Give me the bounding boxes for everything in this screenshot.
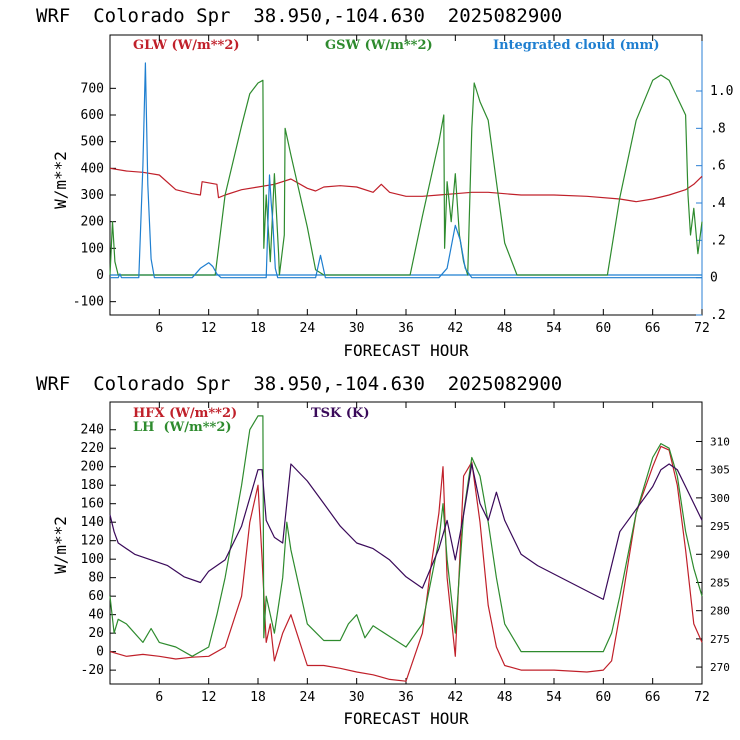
y-tick-label: 700 bbox=[81, 81, 104, 96]
x-tick-label: 60 bbox=[596, 321, 612, 336]
chart-title: WRF Colorado Spr 38.950,-104.630 2025082… bbox=[36, 373, 562, 395]
legend-item-cloud: Integrated cloud (mm) bbox=[493, 38, 659, 53]
x-axis-label: FORECAST HOUR bbox=[343, 341, 469, 360]
y-tick-label: -100 bbox=[73, 295, 104, 310]
x-tick-label: 30 bbox=[349, 321, 365, 336]
y2-tick-label: .2 bbox=[710, 233, 726, 248]
x-tick-label: 36 bbox=[398, 321, 414, 336]
y2-tick-label: 280 bbox=[710, 605, 730, 618]
plot-area: 6 12 18 24 30 36 42 48 54 60 66 72 -100 0 100 200 300 400… bbox=[73, 35, 733, 336]
x-tick-label: 72 bbox=[694, 321, 710, 336]
legend-item-gsw: GSW (W/m**2) bbox=[325, 38, 433, 53]
y-tick-label: 20 bbox=[88, 626, 104, 641]
x-tick-label: 54 bbox=[546, 690, 562, 705]
y-tick-label: 100 bbox=[81, 241, 104, 256]
x-tick-label: 24 bbox=[300, 321, 316, 336]
y2-tick-label: 270 bbox=[710, 661, 730, 674]
y-tick-label: 0 bbox=[96, 268, 104, 283]
y2-tick-label: .4 bbox=[710, 196, 726, 211]
x-tick-label: 66 bbox=[645, 690, 661, 705]
x-tick-label: 18 bbox=[250, 690, 266, 705]
x-tick-label: 36 bbox=[398, 690, 414, 705]
y-tick-label: 180 bbox=[81, 478, 104, 493]
plot-area: 6 12 18 24 30 36 42 48 54 60 66 72 -20 0 20 40 60 80 100 12… bbox=[81, 402, 730, 705]
x-tick-label: 12 bbox=[201, 690, 217, 705]
y2-tick-label: .2 bbox=[710, 308, 726, 323]
y-tick-label: 0 bbox=[96, 645, 104, 660]
x-axis-label: FORECAST HOUR bbox=[343, 709, 469, 728]
y-tick-label: -20 bbox=[81, 663, 104, 678]
y-tick-label: 140 bbox=[81, 515, 104, 530]
y2-tick-label: 295 bbox=[710, 520, 730, 533]
series-line-glw bbox=[109, 167, 703, 203]
y2-tick-label: 0 bbox=[710, 271, 718, 286]
y2-tick-label: 290 bbox=[710, 548, 730, 561]
y2-tick-label: 275 bbox=[710, 633, 730, 646]
y-tick-label: 220 bbox=[81, 441, 104, 456]
y-tick-label: 500 bbox=[81, 135, 104, 150]
x-tick-label: 6 bbox=[155, 690, 163, 705]
x-tick-label: 24 bbox=[300, 690, 316, 705]
y-tick-label: 240 bbox=[81, 423, 104, 438]
plot-frame bbox=[109, 401, 703, 685]
x-tick-label: 48 bbox=[497, 690, 513, 705]
y2-tick-label: .6 bbox=[710, 159, 726, 174]
x-tick-label: 48 bbox=[497, 321, 513, 336]
x-tick-label: 30 bbox=[349, 690, 365, 705]
y-tick-label: 200 bbox=[81, 215, 104, 230]
y-axis-label: W/m**2 bbox=[51, 151, 70, 209]
x-tick-label: 18 bbox=[250, 321, 266, 336]
y-tick-label: 200 bbox=[81, 460, 104, 475]
y-axis-label: W/m**2 bbox=[51, 516, 70, 574]
chart-top: WRF Colorado Spr 38.950,-104.630 2025082… bbox=[36, 5, 733, 360]
x-tick-label: 42 bbox=[448, 690, 464, 705]
x-tick-label: 54 bbox=[546, 321, 562, 336]
y2-tick-label: 310 bbox=[710, 435, 730, 448]
y-tick-label: 60 bbox=[88, 589, 104, 604]
legend-item-tsk: TSK (K) bbox=[311, 406, 370, 421]
series-line-gsw bbox=[109, 74, 703, 276]
y-tick-label: 400 bbox=[81, 161, 104, 176]
chart-title: WRF Colorado Spr 38.950,-104.630 2025082… bbox=[36, 5, 562, 27]
y-tick-label: 600 bbox=[81, 108, 104, 123]
y2-tick-label: 300 bbox=[710, 492, 730, 505]
legend-item-lh: LH (W/m**2) bbox=[133, 420, 232, 435]
y2-tick-label: 305 bbox=[710, 464, 730, 477]
legend-item-hfx: HFX (W/m**2) bbox=[133, 406, 237, 421]
y-tick-label: 160 bbox=[81, 497, 104, 512]
series-line-lh bbox=[109, 415, 703, 657]
x-tick-label: 66 bbox=[645, 321, 661, 336]
y-tick-label: 300 bbox=[81, 188, 104, 203]
x-tick-label: 12 bbox=[201, 321, 217, 336]
series-line-integrated bbox=[110, 62, 702, 279]
chart-bottom: WRF Colorado Spr 38.950,-104.630 2025082… bbox=[36, 373, 730, 728]
x-tick-label: 60 bbox=[596, 690, 612, 705]
y2-tick-label: 1.0 bbox=[710, 84, 733, 99]
plot-frame bbox=[109, 34, 703, 316]
x-tick-label: 72 bbox=[694, 690, 710, 705]
x-tick-label: 6 bbox=[155, 321, 163, 336]
y-tick-label: 100 bbox=[81, 552, 104, 567]
y-tick-label: 40 bbox=[88, 608, 104, 623]
y-tick-label: 120 bbox=[81, 534, 104, 549]
series-line-tsk bbox=[109, 463, 703, 601]
y-tick-label: 80 bbox=[88, 571, 104, 586]
y2-tick-label: 285 bbox=[710, 576, 730, 589]
y2-tick-label: .8 bbox=[710, 121, 726, 136]
legend-item-glw: GLW (W/m**2) bbox=[133, 38, 240, 53]
x-tick-label: 42 bbox=[448, 321, 464, 336]
